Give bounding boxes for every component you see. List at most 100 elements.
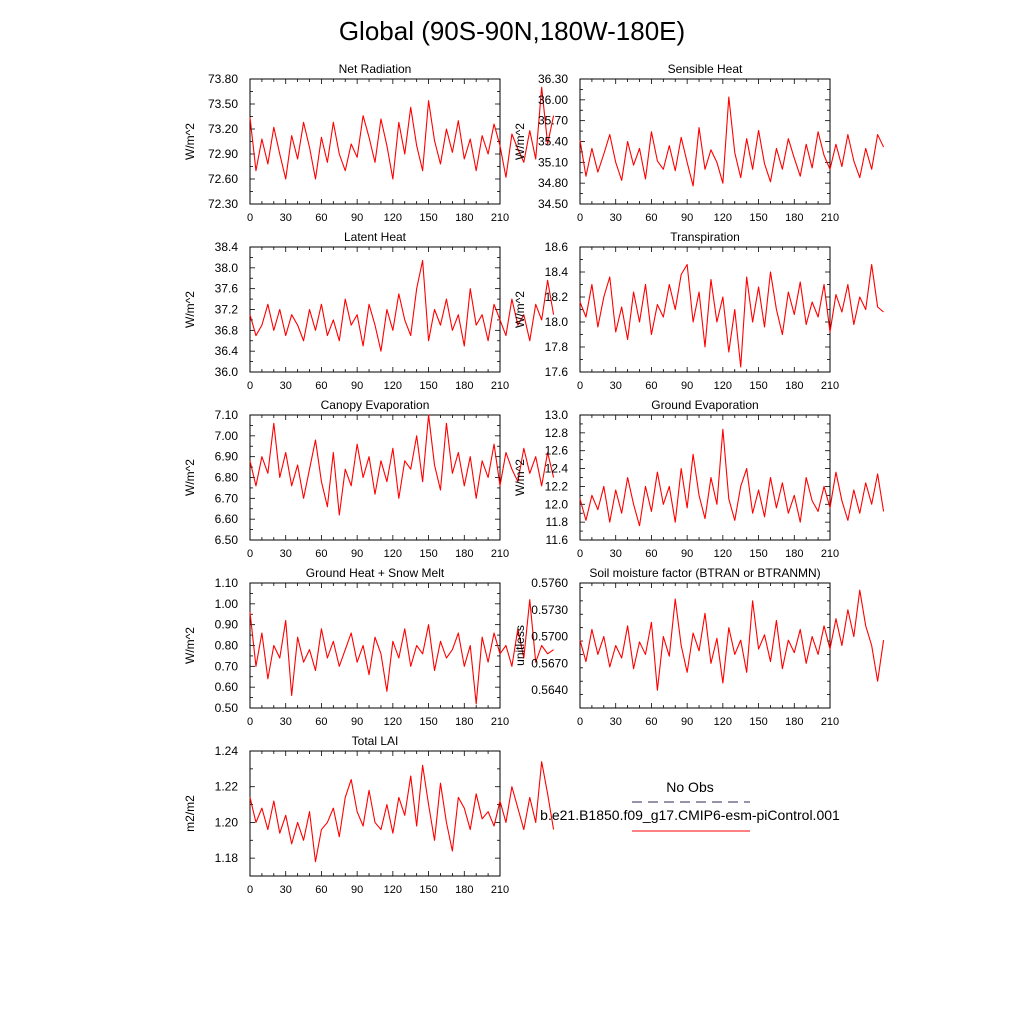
x-tick-label: 210: [821, 212, 839, 224]
y-tick-label: 38.0: [215, 261, 239, 275]
y-tick-label: 1.20: [215, 815, 239, 829]
x-tick-label: 90: [351, 380, 363, 392]
x-tick-label: 30: [280, 380, 292, 392]
x-tick-label: 30: [610, 212, 622, 224]
y-tick-label: 34.50: [538, 197, 568, 211]
y-tick-label: 0.5730: [531, 603, 568, 617]
x-tick-label: 60: [645, 548, 657, 560]
x-tick-label: 180: [785, 380, 803, 392]
y-axis-label: W/m^2: [183, 291, 197, 328]
x-tick-label: 0: [577, 716, 583, 728]
x-tick-label: 90: [351, 716, 363, 728]
y-tick-label: 72.30: [208, 197, 238, 211]
panel-title: Canopy Evaporation: [321, 398, 430, 412]
y-tick-label: 1.22: [215, 780, 239, 794]
y-tick-label: 11.8: [546, 515, 569, 529]
x-tick-label: 30: [610, 380, 622, 392]
x-tick-label: 210: [491, 380, 509, 392]
x-tick-label: 90: [681, 548, 693, 560]
series-line: [249, 259, 555, 352]
x-tick-label: 210: [821, 548, 839, 560]
y-tick-label: 18.2: [545, 290, 569, 304]
x-tick-label: 0: [247, 548, 253, 560]
y-tick-label: 38.4: [215, 240, 239, 254]
panel-title: Sensible Heat: [668, 62, 743, 76]
y-tick-label: 1.10: [215, 576, 239, 590]
x-tick-label: 90: [681, 212, 693, 224]
panel-6: Ground Evaporation W/m^2 0 30 60 90 120 150 180 2…: [513, 398, 885, 560]
x-tick-label: 30: [280, 884, 292, 896]
y-tick-label: 7.10: [215, 408, 239, 422]
panel-3: Latent Heat W/m^2 0 30 60 90 120 150 180 210 36.0 3…: [183, 230, 555, 392]
y-tick-label: 0.70: [215, 659, 239, 673]
x-tick-label: 120: [384, 380, 402, 392]
y-tick-label: 0.5640: [531, 683, 568, 697]
y-tick-label: 12.8: [545, 426, 569, 440]
x-tick-label: 180: [785, 716, 803, 728]
y-tick-label: 36.0: [215, 365, 239, 379]
y-axis-label: W/m^2: [513, 459, 527, 496]
x-tick-label: 120: [384, 884, 402, 896]
x-tick-label: 30: [280, 716, 292, 728]
series-line: [249, 761, 555, 863]
x-tick-label: 150: [419, 380, 437, 392]
x-tick-label: 0: [247, 716, 253, 728]
x-tick-label: 180: [455, 716, 473, 728]
y-tick-label: 0.5700: [531, 630, 568, 644]
y-tick-label: 17.6: [545, 365, 569, 379]
y-tick-label: 1.18: [215, 851, 239, 865]
panel-7: Ground Heat + Snow Melt W/m^2 0 30 60 90 120 15…: [183, 566, 554, 728]
x-tick-label: 90: [351, 212, 363, 224]
x-tick-label: 150: [419, 548, 437, 560]
panel-5: Canopy Evaporation W/m^2 0 30 60 90 120 150 180 2…: [183, 398, 555, 560]
y-tick-label: 18.0: [545, 315, 569, 329]
x-tick-label: 150: [419, 884, 437, 896]
panel-title: Latent Heat: [344, 230, 407, 244]
series-line: [579, 96, 885, 187]
x-tick-label: 120: [384, 548, 402, 560]
y-axis-label: W/m^2: [183, 627, 197, 664]
series-line: [249, 599, 554, 705]
x-tick-label: 120: [714, 380, 732, 392]
x-tick-label: 0: [247, 212, 253, 224]
y-tick-label: 0.5760: [531, 576, 568, 590]
x-tick-label: 90: [351, 884, 363, 896]
panel-8: Soil moisture factor (BTRAN or BTRANMN) u…: [513, 566, 885, 728]
x-tick-label: 120: [384, 212, 402, 224]
plot-frame: [579, 78, 831, 205]
x-tick-label: 180: [455, 380, 473, 392]
x-tick-label: 120: [714, 548, 732, 560]
x-tick-label: 90: [681, 380, 693, 392]
y-axis-label: unitless: [513, 625, 527, 666]
legend-model-label: b.e21.B1850.f09_g17.CMIP6-esm-piControl.…: [540, 807, 840, 823]
y-tick-label: 36.00: [538, 93, 568, 107]
x-tick-label: 150: [419, 212, 437, 224]
x-tick-label: 60: [315, 716, 327, 728]
y-tick-label: 7.00: [215, 429, 239, 443]
y-tick-label: 6.90: [215, 450, 239, 464]
panel-1: Net Radiation W/m^2 0 30 60 90 120 150 180 210 72.…: [183, 62, 555, 224]
x-tick-label: 60: [315, 212, 327, 224]
x-tick-label: 120: [714, 212, 732, 224]
panel-4: Transpiration W/m^2 0 30 60 90 120 150 180 210 17.…: [513, 230, 884, 392]
x-tick-label: 180: [785, 212, 803, 224]
y-tick-label: 72.60: [208, 172, 238, 186]
x-tick-label: 210: [821, 380, 839, 392]
y-tick-label: 36.30: [538, 72, 568, 86]
plot-frame: [579, 582, 831, 709]
y-tick-label: 34.80: [538, 176, 568, 190]
y-axis-label: W/m^2: [513, 123, 527, 160]
figure-title: Global (90S-90N,180W-180E): [339, 16, 685, 46]
plot-frame: [249, 246, 501, 373]
y-tick-label: 11.6: [546, 533, 569, 547]
panel-title: Soil moisture factor (BTRAN or BTRANMN): [589, 566, 820, 580]
series-line: [249, 86, 555, 180]
panel-grid: Net Radiation W/m^2 0 30 60 90 120 150 180 210 72.…: [183, 62, 885, 896]
x-tick-label: 60: [315, 548, 327, 560]
y-tick-label: 0.50: [215, 701, 239, 715]
y-tick-label: 0.5670: [531, 656, 568, 670]
y-tick-label: 12.0: [545, 497, 569, 511]
panel-title: Ground Evaporation: [651, 398, 758, 412]
x-tick-label: 210: [821, 716, 839, 728]
